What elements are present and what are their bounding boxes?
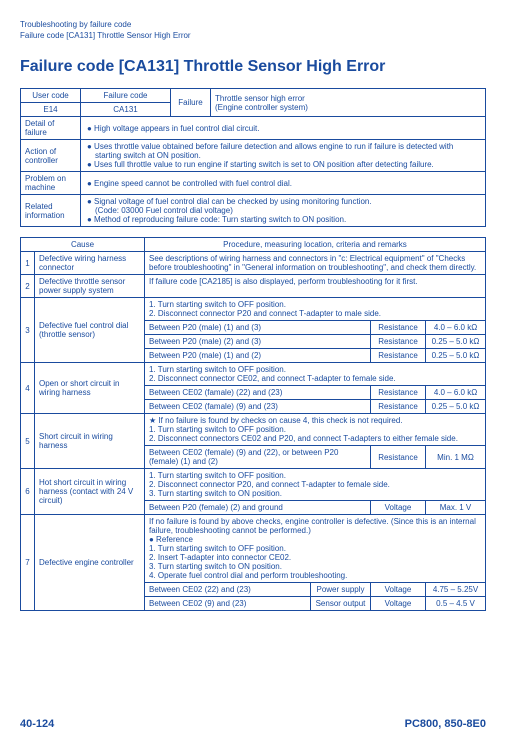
footer-right: PC800, 850-8E0	[405, 718, 486, 730]
cause-text: Short circuit in wiring harness	[35, 414, 145, 469]
failure-desc: Throttle sensor high error (Engine contr…	[211, 89, 486, 117]
footer-left: 40-124	[20, 718, 54, 730]
cause-num: 2	[21, 275, 35, 298]
meas-loc: Between P20 (female) (2) and ground	[145, 501, 371, 515]
cause-text: Defective engine controller	[35, 515, 145, 611]
failure-header-table: User code Failure code Failure Throttle …	[20, 88, 486, 227]
cause-text: Hot short circuit in wiring harness (con…	[35, 469, 145, 515]
meas-loc: Between CE02 (famale) (22) and (23)	[145, 386, 371, 400]
cause-text: Defective wiring harness connector	[35, 252, 145, 275]
meas-type: Voltage	[371, 583, 426, 597]
meas-type: Voltage	[371, 501, 426, 515]
user-code-hdr: User code	[21, 89, 81, 103]
meas-type: Resistance	[371, 400, 426, 414]
cause-num: 1	[21, 252, 35, 275]
meas-val: 4.0 – 6.0 kΩ	[426, 386, 486, 400]
row-content: ● High voltage appears in fuel control d…	[81, 117, 486, 140]
row-label: Detail of failure	[21, 117, 81, 140]
meas-type: Resistance	[371, 335, 426, 349]
row-content: ● Engine speed cannot be controlled with…	[81, 172, 486, 195]
meas-loc: Between P20 (male) (2) and (3)	[145, 335, 371, 349]
failure-code: CA131	[81, 103, 171, 117]
meas-val: 0.5 – 4.5 V	[426, 597, 486, 611]
meas-val: 0.25 – 5.0 kΩ	[426, 335, 486, 349]
meas-loc: Between CE02 (22) and (23)	[145, 583, 311, 597]
meas-loc: Between CE02 (female) (9) and (22), or b…	[145, 446, 371, 469]
steps: 1. Turn starting switch to OFF position.…	[145, 469, 486, 501]
header-line1: Troubleshooting by failure code	[20, 20, 486, 29]
cause-hdr: Cause	[21, 238, 145, 252]
failure-desc1: Throttle sensor high error	[215, 94, 305, 103]
cause-text: Defective throttle sensor power supply s…	[35, 275, 145, 298]
footer: 40-124 PC800, 850-8E0	[20, 718, 486, 730]
header-line2: Failure code [CA131] Throttle Sensor Hig…	[20, 31, 486, 40]
steps: 1. Turn starting switch to OFF position.…	[145, 298, 486, 321]
meas-loc: Between CE02 (famale) (9) and (23)	[145, 400, 371, 414]
row-content: ● Uses throttle value obtained before fa…	[81, 140, 486, 172]
steps: If no failure is found by above checks, …	[145, 515, 486, 583]
failure-hdr: Failure	[171, 89, 211, 117]
meas-val: 4.75 – 5.25V	[426, 583, 486, 597]
meas-sub: Sensor output	[311, 597, 371, 611]
meas-sub: Power supply	[311, 583, 371, 597]
failure-desc2: (Engine controller system)	[215, 103, 308, 112]
meas-val: Min. 1 MΩ	[426, 446, 486, 469]
cause-num: 5	[21, 414, 35, 469]
meas-loc: Between CE02 (9) and (23)	[145, 597, 311, 611]
meas-type: Resistance	[371, 349, 426, 363]
cause-num: 7	[21, 515, 35, 611]
troubleshooting-table: Cause Procedure, measuring location, cri…	[20, 237, 486, 611]
steps: 1. Turn starting switch to OFF position.…	[145, 363, 486, 386]
cause-text: Open or short circuit in wiring harness	[35, 363, 145, 414]
row-label: Related information	[21, 195, 81, 227]
procedure-hdr: Procedure, measuring location, criteria …	[145, 238, 486, 252]
steps: ★ If no failure is found by checks on ca…	[145, 414, 486, 446]
meas-loc: Between P20 (male) (1) and (3)	[145, 321, 371, 335]
meas-val: Max. 1 V	[426, 501, 486, 515]
procedure-text: If failure code [CA2185] is also display…	[145, 275, 486, 298]
user-code: E14	[21, 103, 81, 117]
meas-type: Resistance	[371, 386, 426, 400]
meas-val: 4.0 – 6.0 kΩ	[426, 321, 486, 335]
row-label: Action of controller	[21, 140, 81, 172]
meas-val: 0.25 – 5.0 kΩ	[426, 400, 486, 414]
row-content: ● Signal voltage of fuel control dial ca…	[81, 195, 486, 227]
cause-text: Defective fuel control dial (throttle se…	[35, 298, 145, 363]
meas-type: Resistance	[371, 321, 426, 335]
row-label: Problem on machine	[21, 172, 81, 195]
page-title: Failure code [CA131] Throttle Sensor Hig…	[20, 58, 486, 76]
meas-val: 0.25 – 5.0 kΩ	[426, 349, 486, 363]
cause-num: 3	[21, 298, 35, 363]
meas-loc: Between P20 (male) (1) and (2)	[145, 349, 371, 363]
failure-code-hdr: Failure code	[81, 89, 171, 103]
cause-num: 6	[21, 469, 35, 515]
cause-num: 4	[21, 363, 35, 414]
meas-type: Voltage	[371, 597, 426, 611]
procedure-text: See descriptions of wiring harness and c…	[145, 252, 486, 275]
meas-type: Resistance	[371, 446, 426, 469]
